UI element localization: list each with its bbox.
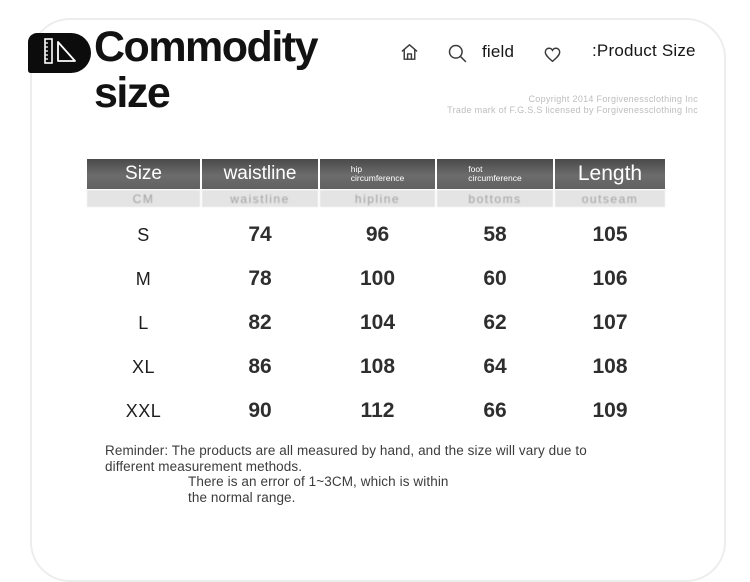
cell-value: 78 [248, 267, 272, 290]
size-table-unit-row: CM waistline hipline bottoms outseam [87, 190, 665, 207]
cell-value: 64 [483, 355, 507, 378]
cell-value: 105 [592, 223, 628, 246]
cell-value: 66 [483, 399, 507, 422]
copyright-line1: Copyright 2014 Forgivenessclothing Inc [528, 94, 698, 104]
nav-field-label[interactable]: field [482, 42, 515, 61]
copyright: Copyright 2014 Forgivenessclothing Inc T… [447, 94, 698, 116]
cell-value: 109 [592, 399, 628, 422]
reminder-line2: different measurement methods. [105, 458, 303, 474]
header-cell-size: Size [87, 159, 200, 189]
search-icon[interactable] [447, 43, 468, 64]
page-title-line1: Commodity [94, 23, 319, 71]
content-card [30, 18, 726, 582]
cell-value: 106 [592, 267, 628, 290]
header-cell-foot-circumference: foot circumference [437, 159, 553, 189]
cell-size-m: M [135, 268, 152, 289]
cell-value: 74 [248, 223, 272, 246]
page-title-line2: size [94, 69, 171, 117]
cell-size-xxl: XXL [125, 400, 162, 421]
cell-size-l: L [138, 312, 149, 333]
cell-value: 86 [248, 355, 272, 378]
home-icon[interactable] [398, 41, 421, 63]
unit-cell: bottoms [437, 190, 553, 207]
size-table-body: S 74 96 58 105 M 78 100 60 106 L 82 104 … [87, 213, 665, 433]
page-title: Commodity size [94, 23, 319, 117]
reminder-note: Reminder: The products are all measured … [105, 443, 587, 505]
cell-value: 82 [248, 311, 272, 334]
cell-value: 104 [359, 311, 396, 334]
unit-cell: waistline [202, 190, 318, 207]
header-cell-length: Length [555, 159, 665, 189]
cell-value: 100 [359, 267, 396, 290]
size-table-header: Size waistline hip circumference foot ci… [87, 159, 665, 189]
unit-cell: hipline [320, 190, 435, 207]
header-cell-waistline: waistline [202, 159, 318, 189]
cell-value: 112 [360, 399, 395, 422]
ruler-and-set-square-icon [41, 37, 79, 70]
reminder-line4: the normal range. [188, 489, 296, 505]
reminder-line3: There is an error of 1~3CM, which is wit… [188, 474, 449, 489]
cell-value: 107 [592, 311, 628, 334]
cell-value: 108 [592, 355, 628, 378]
cell-value: 90 [248, 399, 272, 422]
product-size-label: :Product Size [592, 41, 696, 60]
cell-value: 62 [483, 311, 507, 334]
unit-cell: CM [87, 190, 200, 207]
header-cell-hip-circumference: hip circumference [320, 159, 435, 189]
cell-value: 60 [483, 267, 507, 290]
unit-cell: outseam [555, 190, 665, 207]
cell-value: 58 [483, 223, 507, 246]
brand-logo [28, 33, 91, 73]
cell-size-s: S [137, 224, 150, 245]
cell-size-xl: XL [131, 356, 156, 377]
reminder-line1: Reminder: The products are all measured … [105, 443, 587, 458]
heart-icon[interactable] [541, 43, 564, 64]
cell-value: 108 [359, 355, 396, 378]
copyright-line2: Trade mark of F.G.S.S licensed by Forgiv… [447, 105, 698, 115]
cell-value: 96 [365, 223, 390, 246]
